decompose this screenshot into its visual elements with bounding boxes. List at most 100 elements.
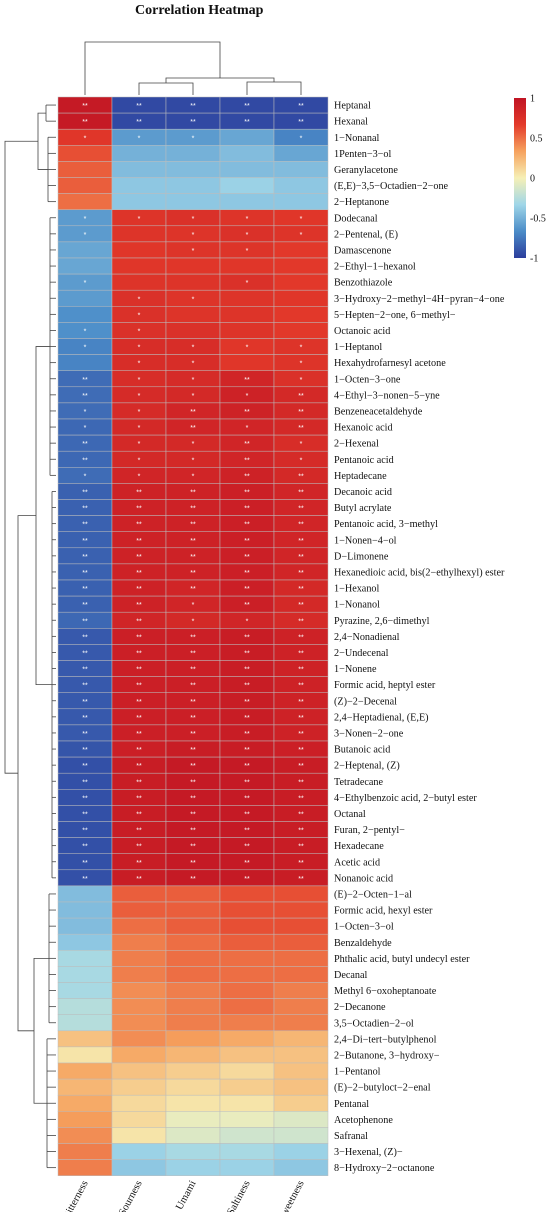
- heatmap-cell: [219, 322, 275, 339]
- row-label: (E)−2−butyloct−2−enal: [334, 1083, 431, 1094]
- heatmap-cell: [165, 982, 221, 999]
- heatmap-cell: [111, 1046, 167, 1064]
- column-label: Saltiness: [225, 1179, 252, 1212]
- significance-marker: **: [244, 650, 250, 657]
- significance-marker: **: [136, 103, 142, 110]
- heatmap-cell: [273, 322, 329, 339]
- significance-marker: *: [138, 296, 141, 303]
- significance-marker: **: [136, 715, 142, 722]
- heatmap-cell: [165, 1127, 221, 1144]
- significance-marker: **: [244, 876, 250, 883]
- significance-marker: *: [246, 216, 249, 223]
- significance-marker: **: [244, 634, 250, 641]
- significance-marker: *: [192, 441, 195, 448]
- heatmap-cell: [165, 885, 221, 903]
- heatmap-cell: [273, 1014, 329, 1032]
- significance-marker: **: [82, 634, 88, 641]
- heatmap-cell: [111, 1078, 167, 1096]
- significance-marker: **: [298, 473, 304, 480]
- significance-marker: **: [82, 441, 88, 448]
- significance-marker: *: [84, 425, 87, 432]
- heatmap-cell: [219, 901, 275, 919]
- heatmap-cell: [219, 177, 275, 194]
- heatmap-cell: [219, 1094, 275, 1112]
- heatmap-cell: [111, 1143, 167, 1160]
- significance-marker: **: [298, 602, 304, 609]
- significance-marker: **: [136, 699, 142, 706]
- significance-marker: **: [244, 747, 250, 754]
- row-label: 3−Hydroxy−2−methyl−4H−pyran−4−one: [334, 294, 505, 305]
- heatmap-cell: [273, 1078, 329, 1096]
- significance-marker: **: [82, 811, 88, 818]
- heatmap-cell: [165, 1062, 221, 1080]
- significance-marker: **: [244, 715, 250, 722]
- dendrogram-branch: [138, 82, 194, 95]
- heatmap-cell: [219, 1046, 275, 1064]
- significance-marker: **: [136, 667, 142, 674]
- significance-marker: *: [192, 602, 195, 609]
- significance-marker: **: [298, 409, 304, 416]
- significance-marker: **: [298, 715, 304, 722]
- heatmap-cell: [273, 885, 329, 903]
- significance-marker: **: [244, 699, 250, 706]
- significance-marker: **: [82, 377, 88, 384]
- row-label: 2−Heptanone: [334, 197, 389, 208]
- significance-marker: **: [82, 747, 88, 754]
- heatmap-cell: [219, 289, 275, 307]
- row-label: Methyl 6−oxoheptanoate: [334, 986, 437, 997]
- significance-marker: **: [190, 747, 196, 754]
- heatmap-cell: [273, 1062, 329, 1080]
- row-label: 1−Nonanal: [334, 133, 380, 144]
- heatmap-cell: [57, 241, 113, 259]
- significance-marker: **: [244, 103, 250, 110]
- row-label: 8−Hydroxy−2−octanone: [334, 1163, 435, 1174]
- significance-marker: **: [298, 538, 304, 545]
- column-label: Umami: [174, 1179, 199, 1212]
- heatmap-cell: [57, 145, 113, 162]
- significance-marker: **: [298, 103, 304, 110]
- significance-marker: *: [84, 135, 87, 142]
- heatmap-cell: [111, 1159, 167, 1176]
- row-label: Furan, 2−pentyl−: [334, 825, 405, 836]
- heatmap-cell: [165, 901, 221, 919]
- row-labels: Heptanal Hexanal 1−Nonanal 1Penten−3−ol Gera…: [334, 101, 505, 1175]
- heatmap-cell: [165, 257, 221, 275]
- heatmap-cell: [57, 998, 113, 1015]
- significance-marker: **: [298, 747, 304, 754]
- row-label: Benzaldehyde: [334, 938, 392, 949]
- heatmap-cell: [111, 950, 167, 967]
- heatmap-cell: [111, 966, 167, 983]
- significance-marker: **: [244, 763, 250, 770]
- heatmap-cell: [219, 128, 275, 146]
- heatmap-cell: [111, 177, 167, 194]
- significance-marker: **: [190, 538, 196, 545]
- row-label: Hexanal: [334, 117, 368, 128]
- significance-marker: *: [192, 135, 195, 142]
- significance-marker: **: [298, 811, 304, 818]
- significance-marker: **: [244, 570, 250, 577]
- row-label: 1−Nonen−4−ol: [334, 535, 397, 546]
- significance-marker: **: [136, 506, 142, 513]
- row-label: 2−Undecenal: [334, 648, 389, 659]
- significance-marker: *: [138, 312, 141, 319]
- significance-marker: **: [244, 441, 250, 448]
- heatmap-cell: [273, 273, 329, 291]
- row-label: Decanoic acid: [334, 487, 392, 498]
- significance-marker: *: [138, 425, 141, 432]
- heatmap-cell: [273, 998, 329, 1015]
- significance-marker: *: [84, 328, 87, 335]
- heatmap-cell: [273, 950, 329, 967]
- significance-marker: **: [298, 119, 304, 126]
- significance-marker: *: [192, 216, 195, 223]
- row-label: Safranal: [334, 1131, 368, 1142]
- significance-marker: **: [190, 779, 196, 786]
- significance-marker: *: [192, 393, 195, 400]
- significance-marker: **: [190, 586, 196, 593]
- significance-marker: **: [190, 763, 196, 770]
- column-label: Sourness: [117, 1179, 145, 1212]
- heatmap-cell: [57, 177, 113, 194]
- significance-marker: *: [192, 248, 195, 255]
- significance-marker: **: [244, 489, 250, 496]
- significance-marker: **: [244, 667, 250, 674]
- significance-marker: *: [138, 328, 141, 335]
